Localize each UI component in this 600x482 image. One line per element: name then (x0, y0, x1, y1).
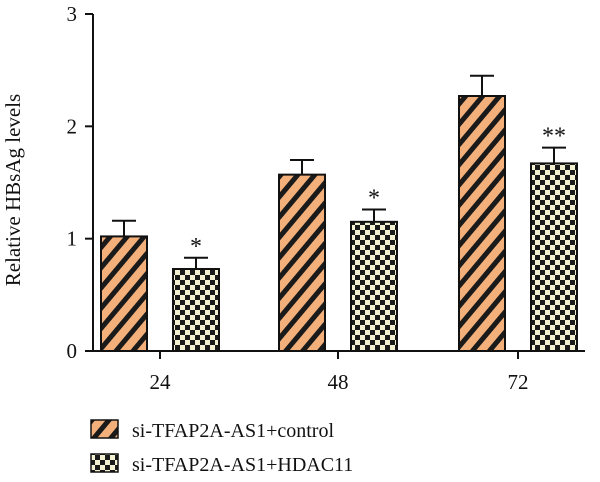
legend: si-TFAP2A-AS1+control si-TFAP2A-AS1+HDAC1… (90, 419, 353, 476)
y-axis-label: Relative HBsAg levels (1, 94, 25, 286)
legend-swatch (90, 419, 119, 439)
y-tick-label: 2 (67, 114, 78, 138)
legend-label: si-TFAP2A-AS1+HDAC11 (132, 454, 353, 476)
bar (100, 235, 148, 352)
bar (458, 95, 506, 353)
significance-label: * (190, 234, 202, 260)
legend-swatch (90, 453, 119, 473)
bar (530, 162, 578, 352)
bar (350, 220, 398, 352)
y-tick-label: 3 (67, 2, 78, 26)
x-tick-label: 72 (508, 370, 529, 394)
x-tick-label: 24 (150, 370, 172, 394)
significance-label: * (368, 185, 380, 211)
y-tick-label: 1 (67, 227, 78, 251)
y-tick-label: 0 (67, 339, 78, 363)
bars: **** (100, 74, 578, 353)
significance-label: ** (542, 124, 566, 150)
x-tick-label: 48 (328, 370, 349, 394)
bar (172, 267, 220, 353)
legend-label: si-TFAP2A-AS1+control (132, 420, 334, 442)
bar (278, 173, 326, 352)
